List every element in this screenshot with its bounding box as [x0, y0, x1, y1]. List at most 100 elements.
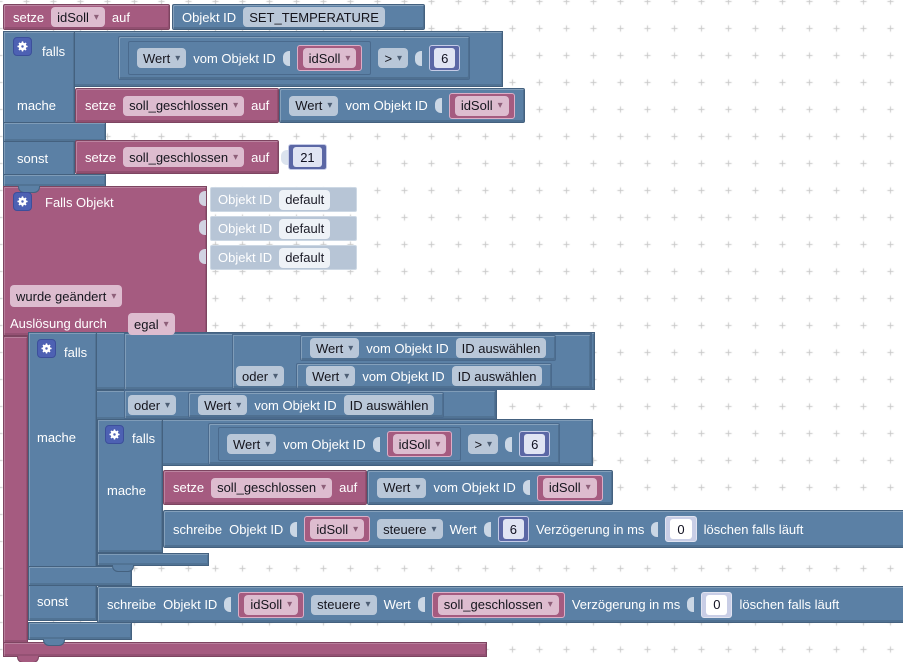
variable-dropdown[interactable]: idSoll — [310, 519, 365, 539]
number-field[interactable]: 0 — [670, 519, 692, 539]
variable-dropdown[interactable]: idSoll — [244, 594, 299, 615]
object-id-field[interactable]: ID auswählen — [343, 395, 435, 415]
event-type-dropdown[interactable]: wurde geändert — [10, 285, 123, 307]
variable-get-block[interactable]: idSoll — [238, 591, 305, 618]
number-field[interactable]: 6 — [434, 48, 456, 68]
get-value-block[interactable]: Wert vom Objekt ID ID auswählen — [188, 392, 445, 418]
value-type-dropdown[interactable]: Wert — [377, 477, 427, 498]
variable-dropdown[interactable]: soll_geschlossen — [211, 477, 333, 498]
variable-set-block[interactable]: setze idSoll auf — [3, 4, 170, 30]
number-field[interactable]: 6 — [502, 519, 525, 539]
mutator-gear-icon[interactable] — [13, 192, 32, 211]
variable-get-block[interactable]: idSoll — [304, 516, 371, 542]
setze-label: setze — [13, 9, 45, 25]
value-socket — [415, 50, 423, 66]
get-value-block[interactable]: Wert vom Objekt ID idSoll — [279, 88, 525, 123]
trigger-block-body[interactable] — [3, 186, 207, 336]
get-value-block[interactable]: Wert vom Objekt ID ID auswählen — [300, 335, 557, 361]
shadow-number-block[interactable]: 0 — [701, 591, 733, 618]
variable-set-block[interactable]: setze soll_geschlossen auf — [75, 140, 280, 174]
object-id-field[interactable]: default — [279, 218, 331, 239]
mutator-gear-icon[interactable] — [37, 339, 56, 358]
number-block[interactable]: 6 — [429, 45, 461, 71]
variable-dropdown[interactable]: idSoll — [51, 7, 105, 27]
number-field[interactable]: 6 — [524, 434, 546, 454]
variable-dropdown[interactable]: idSoll — [392, 434, 447, 454]
get-value-block[interactable]: Wert vom Objekt ID ID auswählen — [296, 363, 553, 389]
ghost-object-id-block[interactable]: Objekt ID default — [210, 245, 357, 270]
shadow-number-block[interactable]: 0 — [665, 516, 697, 542]
vom-objekt-id-label: vom Objekt ID — [193, 50, 276, 66]
object-id-field[interactable]: ID auswählen — [451, 366, 543, 386]
logic-operator-dropdown[interactable]: oder — [128, 395, 177, 415]
variable-get-block[interactable]: idSoll — [386, 431, 453, 457]
write-mode-dropdown[interactable]: steuere — [377, 519, 443, 539]
trigger-condition-dropdown[interactable]: egal — [128, 313, 175, 335]
object-id-field[interactable]: SET_TEMPERATURE — [243, 7, 385, 27]
variable-get-block[interactable]: soll_geschlossen — [431, 591, 565, 618]
mutator-gear-icon[interactable] — [13, 37, 32, 56]
auf-label: auf — [251, 149, 270, 165]
value-type-dropdown[interactable]: Wert — [198, 395, 248, 415]
logic-operator-dropdown[interactable]: oder — [236, 366, 285, 386]
number-block[interactable]: 6 — [497, 516, 530, 542]
logic-or-row[interactable]: oder Wert vom Objekt ID ID auswählen — [236, 363, 553, 389]
if2-block-band[interactable] — [28, 566, 132, 586]
number-block[interactable]: 6 — [519, 431, 551, 457]
number-field[interactable]: 21 — [293, 147, 322, 167]
ghost-object-id-block[interactable]: Objekt ID default — [210, 187, 357, 212]
value-type-dropdown[interactable]: Wert — [289, 95, 339, 116]
value-socket — [372, 436, 380, 452]
logic-or-row[interactable]: oder Wert vom Objekt ID ID auswählen — [128, 392, 445, 418]
object-id-field[interactable]: ID auswählen — [455, 338, 547, 358]
trigger-block-spine[interactable] — [3, 336, 28, 643]
variable-get-block[interactable]: idSoll — [296, 45, 363, 71]
variable-dropdown[interactable]: soll_geschlossen — [437, 594, 559, 615]
operator-dropdown[interactable]: > — [468, 434, 499, 454]
variable-dropdown[interactable]: soll_geschlossen — [123, 95, 245, 116]
setze-label: setze — [173, 480, 205, 495]
object-id-field[interactable]: default — [279, 247, 331, 268]
ghost-object-id-block[interactable]: Objekt ID default — [210, 216, 357, 241]
if2-block-bottom[interactable] — [28, 622, 132, 640]
number-block[interactable]: 21 — [288, 144, 327, 170]
write-mode-dropdown[interactable]: steuere — [311, 594, 377, 615]
object-id-field[interactable]: default — [279, 189, 331, 210]
value-type-dropdown[interactable]: Wert — [137, 48, 187, 68]
statement-row[interactable]: setze soll_geschlossen auf Wert vom Obje… — [75, 88, 525, 123]
variable-dropdown[interactable]: idSoll — [302, 48, 357, 68]
variable-set-block[interactable]: setze soll_geschlossen auf — [163, 470, 368, 505]
compare-block[interactable]: Wert vom Objekt ID idSoll > 6 — [118, 36, 471, 80]
value-type-dropdown[interactable]: Wert — [310, 338, 360, 358]
number-field[interactable]: 0 — [706, 594, 728, 615]
object-id-block[interactable]: Objekt ID SET_TEMPERATURE — [172, 4, 425, 30]
auf-label: auf — [111, 9, 130, 25]
value-type-dropdown[interactable]: Wert — [306, 366, 356, 386]
mutator-gear-icon[interactable] — [105, 425, 124, 444]
control-write-block[interactable]: schreibe Objekt ID idSoll steuere Wert 6… — [163, 510, 903, 548]
compare-block[interactable]: Wert vom Objekt ID idSoll > 6 — [208, 423, 561, 465]
variable-set-block[interactable]: setze soll_geschlossen auf — [75, 88, 280, 123]
variable-dropdown[interactable]: idSoll — [542, 477, 597, 498]
variable-get-block[interactable]: idSoll — [536, 474, 603, 501]
value-type-dropdown[interactable]: Wert — [227, 434, 277, 454]
statement-row[interactable]: setze soll_geschlossen auf Wert vom Obje… — [163, 470, 613, 505]
if1-block-band[interactable] — [3, 122, 106, 142]
setze-label: setze — [85, 98, 117, 113]
control-write-block[interactable]: schreibe Objekt ID idSoll steuere Wert s… — [97, 586, 903, 623]
statement-row[interactable]: setze soll_geschlossen auf 21 — [75, 140, 327, 174]
get-value-block[interactable]: Wert vom Objekt ID idSoll — [218, 427, 462, 461]
clear-if-running-label: löschen falls läuft — [739, 597, 840, 612]
get-value-block[interactable]: Wert vom Objekt ID idSoll — [128, 41, 372, 75]
if1-mache-label: mache — [17, 98, 57, 113]
vom-objekt-id-label: vom Objekt ID — [366, 340, 449, 356]
if3-block-bottom[interactable] — [97, 553, 209, 566]
trigger-title: Falls Objekt — [45, 195, 114, 210]
variable-dropdown[interactable]: idSoll — [454, 95, 509, 116]
operator-dropdown[interactable]: > — [378, 48, 409, 68]
get-value-block[interactable]: Wert vom Objekt ID idSoll — [367, 470, 613, 505]
variable-get-block[interactable]: idSoll — [448, 92, 515, 119]
variable-dropdown[interactable]: soll_geschlossen — [123, 147, 245, 167]
trigger-block-bottom[interactable] — [3, 642, 487, 657]
